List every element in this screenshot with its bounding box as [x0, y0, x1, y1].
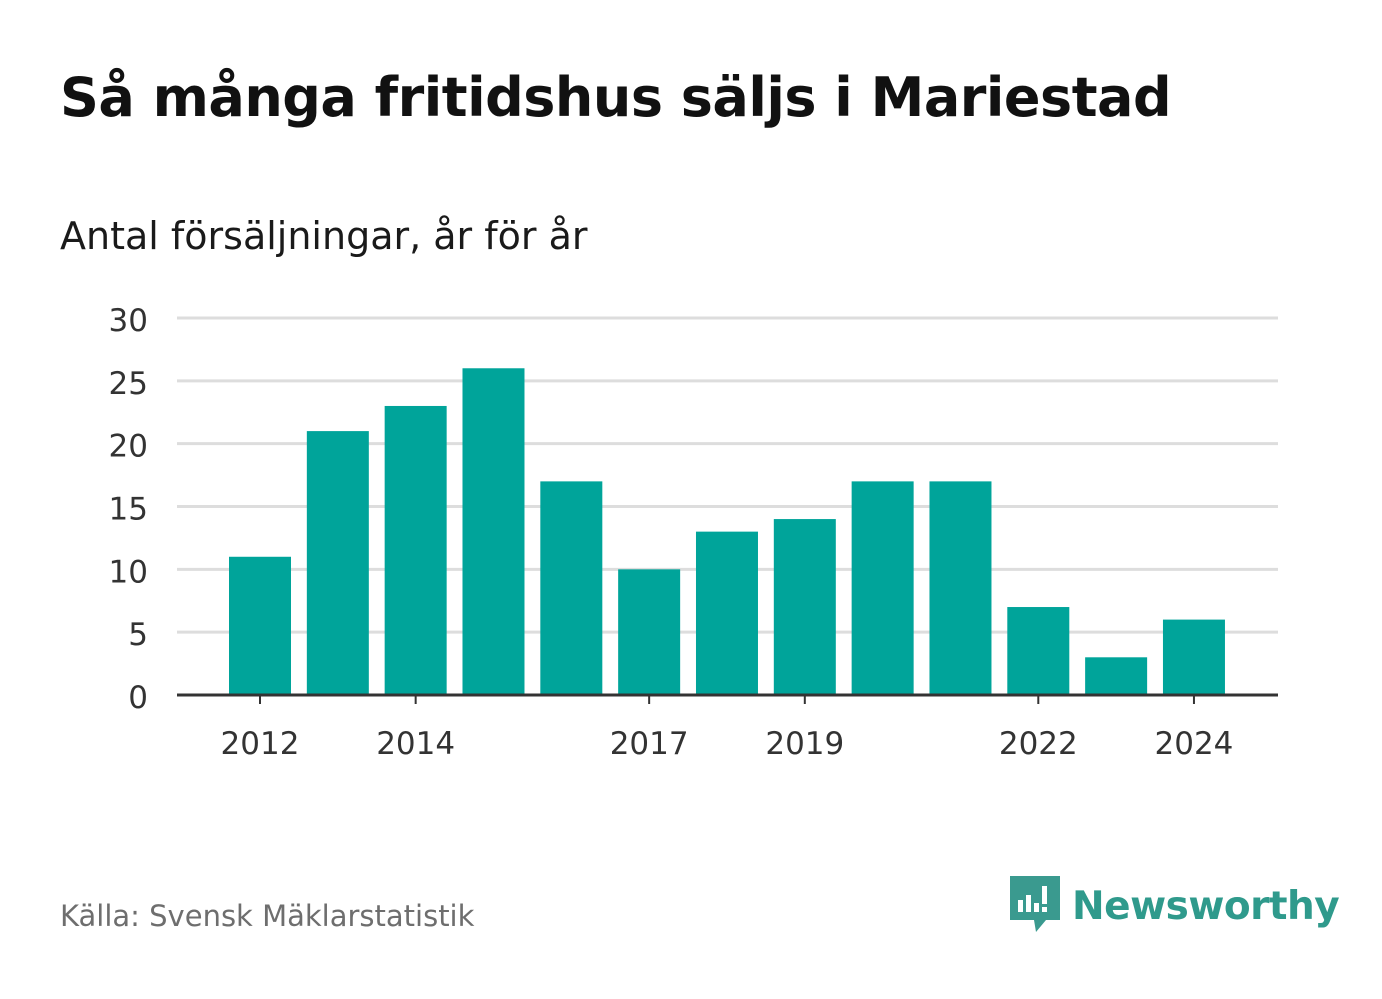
- source-note: Källa: Svensk Mäklarstatistik: [60, 899, 475, 933]
- y-tick-label: 0: [128, 680, 148, 716]
- newsworthy-logo-icon: [1010, 876, 1060, 932]
- bar-2013: [306, 431, 369, 695]
- x-tick-label: 2017: [610, 726, 689, 762]
- chart-title: Så många fritidshus säljs i Mariestad: [60, 66, 1172, 129]
- bar-2012: [229, 556, 291, 695]
- x-tick-label: 2014: [376, 726, 455, 762]
- chart-subtitle: Antal försäljningar, år för år: [60, 214, 588, 258]
- bar-2023: [1085, 657, 1148, 695]
- x-tick-label: 2012: [221, 726, 300, 762]
- bar-2019: [773, 519, 836, 695]
- bar-2017: [618, 569, 681, 695]
- bar-chart: 0 5 10 15 20 25 30 2012 2014 2017 2019 2022 2024: [109, 303, 1278, 762]
- x-tick-label: 2022: [999, 726, 1078, 762]
- brand-logo: Newsworthy: [1010, 876, 1340, 936]
- bar-2014: [384, 405, 447, 695]
- x-tick-label: 2019: [765, 726, 844, 762]
- y-tick-label: 10: [109, 554, 148, 590]
- y-tick-label: 25: [109, 366, 148, 402]
- bar-2022: [1007, 607, 1070, 695]
- bar-2020: [851, 481, 914, 695]
- bar-2024: [1162, 619, 1225, 695]
- y-tick-label: 5: [128, 617, 148, 653]
- y-tick-label: 20: [109, 429, 148, 465]
- bar-2016: [540, 481, 603, 695]
- y-tick-label: 30: [109, 303, 148, 339]
- y-tick-label: 15: [109, 492, 148, 528]
- bar-2021: [929, 481, 992, 695]
- bar-2015: [462, 368, 525, 695]
- x-tick-label: 2024: [1155, 726, 1234, 762]
- brand-name: Newsworthy: [1072, 883, 1340, 929]
- bar-2018: [695, 531, 758, 695]
